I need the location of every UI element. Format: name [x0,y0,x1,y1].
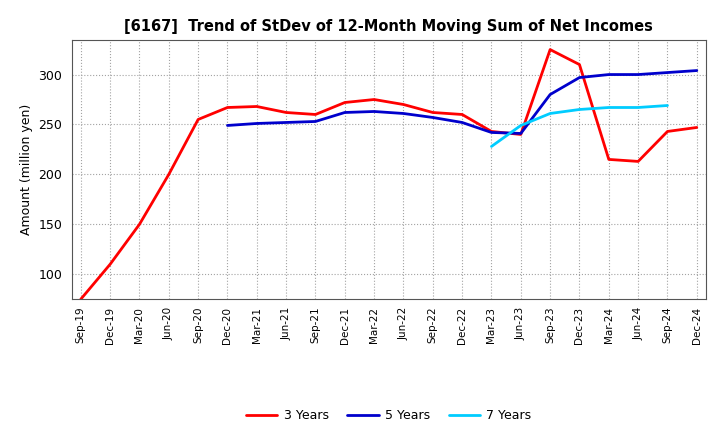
3 Years [605,157,613,162]
5 Years [663,70,672,75]
3 Years [428,110,437,115]
7 Years [663,103,672,108]
3 Years [370,97,379,102]
3 Years [135,222,144,227]
5 Years [458,120,467,125]
3 Years [194,117,202,122]
3 Years [223,105,232,110]
5 Years [428,115,437,120]
Line: 5 Years: 5 Years [228,70,697,133]
5 Years [605,72,613,77]
3 Years [546,47,554,52]
3 Years [663,129,672,134]
3 Years [282,110,290,115]
5 Years [282,120,290,125]
Line: 3 Years: 3 Years [81,50,697,299]
Line: 7 Years: 7 Years [492,106,667,147]
5 Years [575,75,584,80]
7 Years [575,107,584,112]
5 Years [341,110,349,115]
Legend: 3 Years, 5 Years, 7 Years: 3 Years, 5 Years, 7 Years [241,404,536,427]
5 Years [634,72,642,77]
3 Years [458,112,467,117]
3 Years [253,104,261,109]
3 Years [399,102,408,107]
3 Years [164,172,173,177]
5 Years [311,119,320,124]
5 Years [370,109,379,114]
Y-axis label: Amount (million yen): Amount (million yen) [20,104,33,235]
7 Years [516,123,525,128]
5 Years [487,130,496,135]
7 Years [546,111,554,116]
5 Years [516,131,525,136]
5 Years [223,123,232,128]
3 Years [106,262,114,267]
3 Years [634,159,642,164]
3 Years [311,112,320,117]
Title: [6167]  Trend of StDev of 12-Month Moving Sum of Net Incomes: [6167] Trend of StDev of 12-Month Moving… [125,19,653,34]
5 Years [546,92,554,97]
3 Years [76,297,85,302]
3 Years [516,132,525,137]
7 Years [487,144,496,149]
3 Years [487,129,496,134]
5 Years [399,111,408,116]
3 Years [575,62,584,67]
7 Years [634,105,642,110]
3 Years [693,125,701,130]
3 Years [341,100,349,105]
7 Years [605,105,613,110]
5 Years [693,68,701,73]
5 Years [253,121,261,126]
